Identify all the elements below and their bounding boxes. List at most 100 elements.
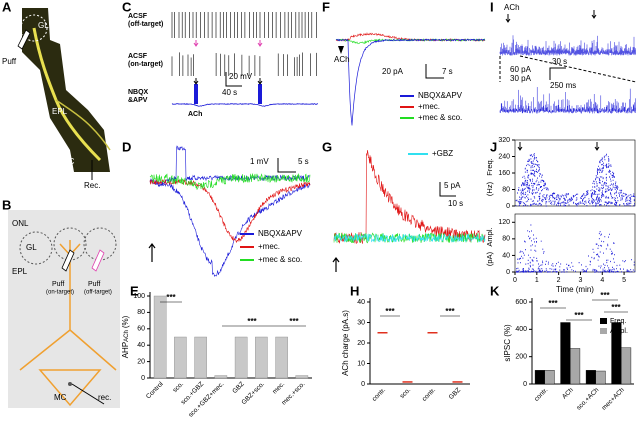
label: ACh: [188, 111, 202, 118]
label: (on-target): [46, 290, 74, 296]
y-label: (pA): [485, 251, 494, 266]
scale-bar: [225, 72, 242, 87]
label: 20 pA: [382, 67, 404, 76]
y-label: AHPACh (%): [121, 315, 130, 358]
y-tick-label: 160: [498, 170, 510, 177]
trace: [171, 103, 319, 107]
legend-swatch: [600, 318, 607, 324]
x-tick-label: ACh: [561, 386, 575, 400]
label: 5 s: [298, 157, 309, 166]
trace: [171, 52, 317, 76]
label: NBQX: [128, 89, 149, 96]
x-tick-label: sco.+ACh: [575, 386, 600, 411]
label: 5 pA: [444, 181, 461, 190]
puff-artifact: [258, 84, 262, 104]
panel-letter: H: [350, 283, 359, 298]
panel-letter: A: [2, 0, 12, 14]
arrow: [505, 10, 597, 23]
x-tick-label: 1: [535, 277, 539, 284]
bar: [174, 336, 187, 379]
label: +mec & sco.: [418, 113, 462, 122]
y-tick-label: 0: [523, 381, 527, 388]
y-label-part: (%): [121, 315, 130, 328]
y-label-part: ACh: [124, 330, 130, 342]
x-tick-label: mec+ACh: [601, 386, 627, 412]
y-tick-label: 100: [133, 293, 145, 300]
arrow: [257, 78, 263, 85]
label: (off-target): [128, 21, 163, 28]
label: ONL: [12, 219, 29, 228]
scale-bar: [277, 158, 296, 173]
label: ACSF: [128, 53, 148, 60]
arrow: [338, 46, 344, 54]
zoom-line: [499, 55, 637, 83]
x-tick-label: sco.+GBZ+mec.: [187, 381, 225, 419]
puff-artifact: [194, 84, 198, 104]
label: ACh: [334, 55, 350, 64]
trace: [499, 87, 636, 114]
trace: [149, 145, 311, 188]
y-tick-label: 60: [137, 326, 145, 333]
arrow: [332, 257, 340, 272]
label: 30 s: [552, 57, 567, 66]
label: 20 mV: [229, 72, 253, 81]
panel-letter: J: [490, 139, 497, 154]
bar: [295, 375, 309, 379]
plot-frame: [514, 213, 636, 273]
y-tick-label: 200: [515, 354, 527, 361]
panel-letter: F: [322, 0, 330, 14]
label: MC: [54, 393, 67, 402]
y-tick-label: 0: [361, 381, 365, 388]
label: ACh: [504, 3, 520, 12]
y-tick-label: 0: [506, 203, 510, 210]
trace: [149, 173, 311, 190]
bar: [585, 370, 596, 385]
x-tick-label: 2: [557, 277, 561, 284]
bar: [275, 336, 288, 379]
event-dots: [515, 224, 636, 273]
x-tick-label: contr.: [371, 387, 387, 403]
arrow: [193, 78, 199, 85]
label: +mec.: [418, 102, 440, 111]
bar: [570, 348, 581, 385]
significance: ***: [611, 303, 621, 312]
label: Time (min): [556, 285, 594, 294]
trace: [335, 32, 486, 42]
panel-b-schematic: [8, 210, 120, 408]
label: 30 pA: [510, 74, 532, 83]
bar: [234, 336, 248, 379]
y-tick-label: 80: [502, 236, 510, 243]
label: Rec.: [84, 181, 100, 190]
panel-letter: K: [490, 283, 500, 298]
bar: [194, 336, 207, 379]
arrow: [193, 40, 199, 47]
x-tick-label: 5: [622, 277, 626, 284]
scale-bar: [439, 182, 456, 197]
x-tick-label: contr.: [421, 387, 437, 403]
label: EPL: [52, 107, 68, 116]
label: Puff: [88, 281, 100, 288]
y-label: (Hz): [485, 181, 494, 196]
label: 250 ms: [550, 81, 576, 90]
label: 40 s: [222, 88, 237, 97]
bar: [255, 336, 268, 379]
y-tick-label: 120: [498, 219, 510, 226]
label: GL: [26, 243, 37, 252]
x-tick-label: sco.: [399, 387, 413, 401]
panel-letter: G: [322, 139, 332, 154]
significance: ***: [574, 311, 584, 320]
legend-swatch: [600, 328, 607, 334]
x-tick-label: Control: [145, 380, 165, 400]
legend-label: Freq.: [610, 318, 626, 325]
y-tick-label: 240: [498, 153, 510, 160]
significance: ***: [289, 317, 299, 326]
label: &APV: [128, 97, 148, 104]
bar: [153, 295, 167, 379]
label: ACSF: [128, 13, 148, 20]
y-label: Freq.: [485, 158, 494, 176]
arrow: [517, 142, 600, 151]
y-tick-label: 20: [137, 358, 145, 365]
scale-bar: [425, 64, 444, 79]
significance: ***: [166, 293, 176, 302]
bar: [534, 370, 545, 385]
